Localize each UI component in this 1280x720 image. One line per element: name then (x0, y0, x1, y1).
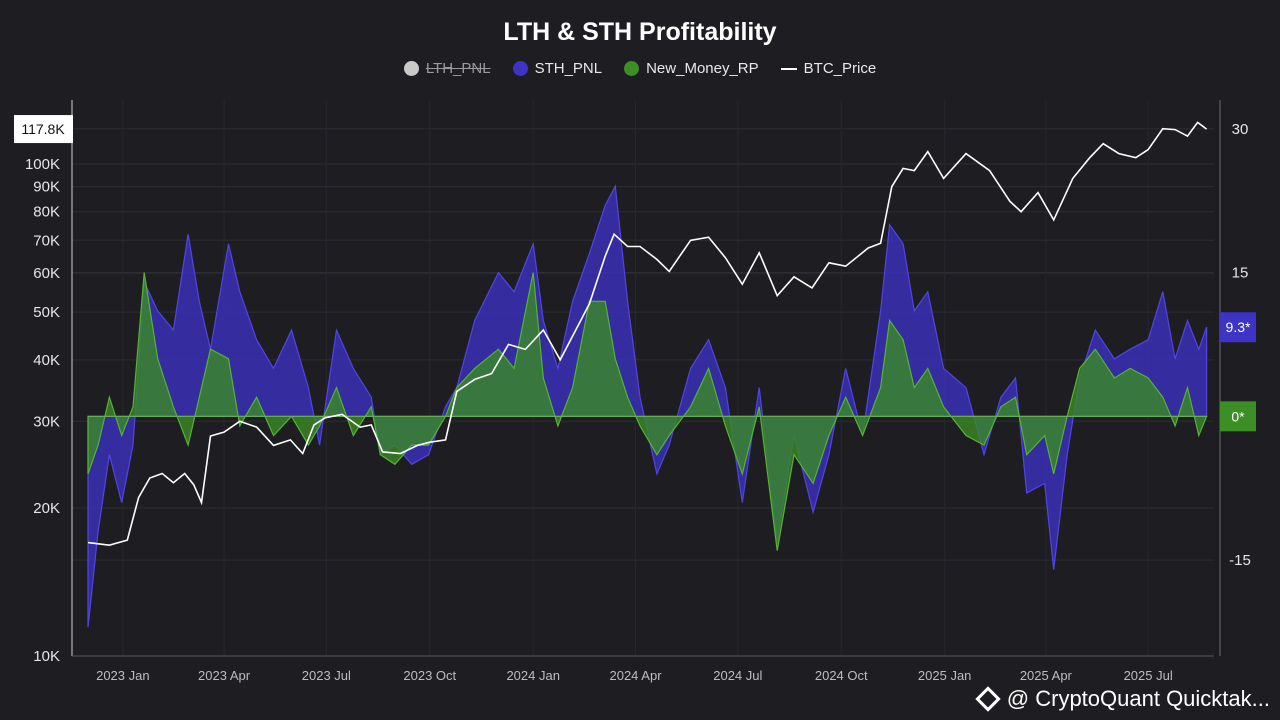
chart-title: LTH & STH Profitability (503, 18, 777, 46)
x-tick-label: 2023 Jul (302, 668, 351, 683)
current-price-badge (14, 115, 73, 144)
left-tick-label: 80K (33, 204, 60, 221)
right-tick-label: -15 (1229, 552, 1251, 569)
right-tick-label: 15 (1232, 265, 1249, 282)
current-price-label: 117.8K (21, 121, 65, 137)
x-tick-label: 2024 Jan (506, 668, 560, 683)
right-tick-label: 30 (1232, 121, 1249, 138)
legend-dot-sth-pnl (512, 61, 528, 76)
x-tick-label: 2024 Jul (713, 668, 762, 683)
legend-dot-new-money-rp (624, 61, 640, 76)
legend-label-btc-price: BTC_Price (803, 60, 877, 77)
series-areas (87, 184, 1208, 628)
legend-item-sth-pnl[interactable]: STH_PNL (512, 60, 603, 77)
x-tick-label: 2023 Jan (96, 668, 150, 683)
legend-label-new-money-rp: New_Money_RP (646, 60, 759, 77)
sth-pnl-area (87, 184, 1208, 628)
legend-dot-lth-pnl (403, 61, 419, 76)
left-tick-label: 20K (33, 500, 60, 517)
new-money-rp-area (87, 272, 1208, 551)
left-tick-label: 50K (33, 304, 60, 321)
watermark-text: @ CryptoQuant Quicktak... (1006, 686, 1270, 711)
left-tick-label: 70K (33, 232, 60, 249)
legend-label-lth-pnl: LTH_PNL (425, 60, 491, 77)
left-tick-label: 90K (33, 179, 60, 196)
legend-item-lth-pnl[interactable]: LTH_PNL (403, 60, 491, 77)
x-tick-label: 2023 Apr (198, 668, 251, 683)
x-tick-label: 2025 Apr (1020, 668, 1073, 683)
left-tick-label: 100K (25, 156, 60, 173)
chart-legend: LTH_PNL STH_PNL New_Money_RP BTC_Price (0, 60, 1280, 77)
watermark: @ CryptoQuant Quicktak... (975, 686, 1270, 712)
right-badge-label: 9.3* (1226, 319, 1251, 335)
right-badge-label: 0* (1231, 408, 1245, 424)
new-money-rp-badge (1220, 401, 1256, 432)
x-tick-label: 2025 Jan (918, 668, 972, 683)
x-tick-label: 2024 Oct (815, 668, 868, 683)
left-tick-label: 40K (33, 352, 60, 369)
price-layer (87, 121, 1208, 547)
left-tick-label: 30K (33, 413, 60, 430)
sth-pnl-badge (1220, 312, 1256, 343)
x-tick-label: 2025 Jul (1124, 668, 1173, 683)
x-tick-label: 2024 Apr (609, 668, 662, 683)
legend-item-new-money-rp[interactable]: New_Money_RP (624, 60, 759, 77)
left-tick-label: 60K (33, 265, 60, 282)
btc-price-line (87, 121, 1208, 547)
legend-label-sth-pnl: STH_PNL (534, 60, 603, 77)
binance-diamond-icon (975, 686, 1001, 712)
left-tick-label: 10K (33, 648, 60, 665)
legend-line-btc-price (780, 67, 797, 70)
x-tick-label: 2023 Oct (403, 668, 456, 683)
axes: 10K 20K 30K 40K 50K 60K 70K 80K 90K 100K -15 15 30 20… (14, 100, 1256, 683)
legend-item-btc-price[interactable]: BTC_Price (780, 60, 877, 77)
